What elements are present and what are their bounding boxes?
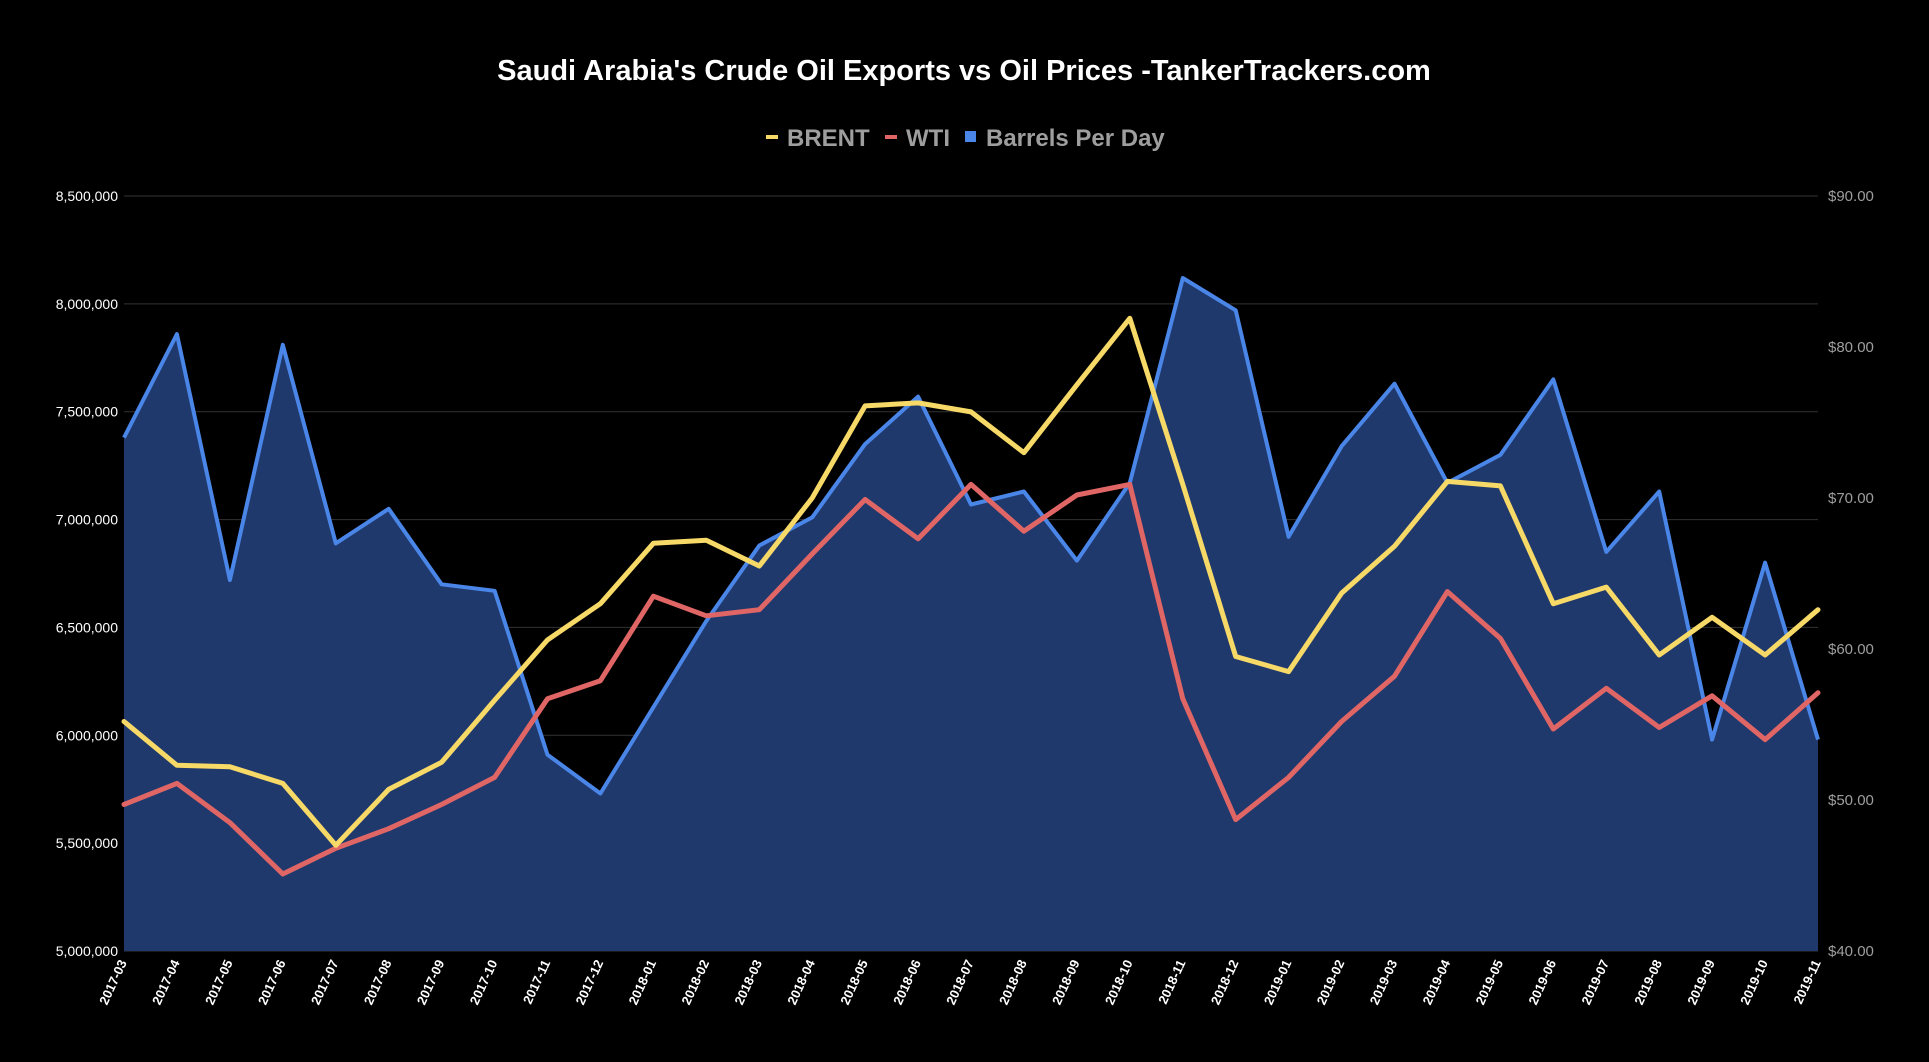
x-axis-tick-label: 2018-03 <box>731 957 765 1007</box>
x-axis-tick-label: 2017-12 <box>573 957 607 1007</box>
x-axis-tick-label: 2019-07 <box>1578 957 1612 1007</box>
x-axis-tick-label: 2018-10 <box>1102 957 1136 1007</box>
x-axis-tick-label: 2018-12 <box>1208 957 1242 1007</box>
x-axis-tick-label: 2019-10 <box>1737 957 1771 1007</box>
left-axis-tick-label: 8,000,000 <box>56 296 118 312</box>
x-axis-tick-label: 2018-07 <box>943 957 977 1007</box>
legend-item-brent: BRENT <box>766 125 870 152</box>
x-axis-tick-label: 2017-11 <box>520 957 553 1006</box>
left-axis-tick-label: 8,500,000 <box>56 188 118 204</box>
x-axis-tick-label: 2017-05 <box>202 957 236 1007</box>
lines-layer <box>121 276 1821 877</box>
series-line-wti <box>121 481 1821 877</box>
x-axis-tick-label: 2019-03 <box>1367 957 1401 1007</box>
x-axis-tick-label: 2017-08 <box>361 957 395 1007</box>
x-axis: 2017-03 2017-04 2017-05 2017-06 2017-07 2017-… <box>96 957 1824 1007</box>
series-area-barrels-per-day <box>124 278 1818 951</box>
legend-marker-barrels-per-day <box>965 131 976 142</box>
x-axis-tick-label: 2018-04 <box>784 957 818 1007</box>
right-axis-tick-label: $80.00 <box>1828 339 1874 356</box>
left-axis-tick-label: 5,500,000 <box>56 835 118 851</box>
legend-label-brent: BRENT <box>787 125 870 152</box>
right-axis-tick-label: $60.00 <box>1828 641 1874 658</box>
series-line-brent <box>121 315 1821 848</box>
x-axis-tick-label: 2017-09 <box>414 957 448 1007</box>
left-axis-tick-label: 7,500,000 <box>56 404 118 420</box>
left-axis: 5,000,000 5,500,000 6,000,000 6,500,000 7,00… <box>56 188 118 959</box>
right-axis-tick-label: $70.00 <box>1828 490 1874 507</box>
legend-label-barrels-per-day: Barrels Per Day <box>986 125 1165 152</box>
x-axis-tick-label: 2018-09 <box>1049 957 1083 1007</box>
x-axis-tick-label: 2018-05 <box>837 957 871 1007</box>
left-axis-tick-label: 5,000,000 <box>56 943 118 959</box>
legend: BRENT WTI Barrels Per Day <box>766 125 1165 152</box>
right-axis: $40.00 $50.00 $60.00 $70.00 $80.00 $90.00 <box>1828 188 1874 960</box>
left-axis-tick-label: 7,000,000 <box>56 512 118 528</box>
x-axis-tick-label: 2019-02 <box>1314 957 1348 1007</box>
area-layer <box>124 278 1818 951</box>
legend-item-wti: WTI <box>885 125 950 152</box>
x-axis-tick-label: 2017-10 <box>467 957 501 1007</box>
legend-marker-wti <box>885 135 897 139</box>
legend-marker-brent <box>766 135 778 139</box>
right-axis-tick-label: $40.00 <box>1828 943 1874 960</box>
left-axis-tick-label: 6,500,000 <box>56 619 118 635</box>
x-axis-tick-label: 2019-05 <box>1472 957 1506 1007</box>
x-axis-tick-label: 2018-01 <box>625 957 659 1007</box>
legend-label-wti: WTI <box>906 125 950 152</box>
series-line-barrels-per-day <box>122 276 1820 796</box>
x-axis-tick-label: 2018-06 <box>890 957 924 1007</box>
x-axis-tick-label: 2019-08 <box>1631 957 1665 1007</box>
chart-title: Saudi Arabia's Crude Oil Exports vs Oil … <box>497 55 1431 87</box>
x-axis-tick-label: 2019-09 <box>1684 957 1718 1007</box>
x-axis-tick-label: 2017-04 <box>149 957 183 1007</box>
x-axis-tick-label: 2019-01 <box>1261 957 1295 1007</box>
x-axis-tick-label: 2019-11 <box>1790 957 1823 1006</box>
x-axis-tick-label: 2018-11 <box>1155 957 1188 1006</box>
x-axis-tick-label: 2018-08 <box>996 957 1030 1007</box>
left-axis-tick-label: 6,000,000 <box>56 727 118 743</box>
x-axis-tick-label: 2019-06 <box>1525 957 1559 1007</box>
x-axis-tick-label: 2017-03 <box>96 957 130 1007</box>
right-axis-tick-label: $90.00 <box>1828 188 1874 205</box>
x-axis-tick-label: 2017-06 <box>255 957 289 1007</box>
legend-item-barrels-per-day: Barrels Per Day <box>965 125 1165 152</box>
x-axis-tick-label: 2019-04 <box>1420 957 1454 1007</box>
x-axis-tick-label: 2017-07 <box>308 957 342 1007</box>
right-axis-tick-label: $50.00 <box>1828 792 1874 809</box>
x-axis-tick-label: 2018-02 <box>678 957 712 1007</box>
